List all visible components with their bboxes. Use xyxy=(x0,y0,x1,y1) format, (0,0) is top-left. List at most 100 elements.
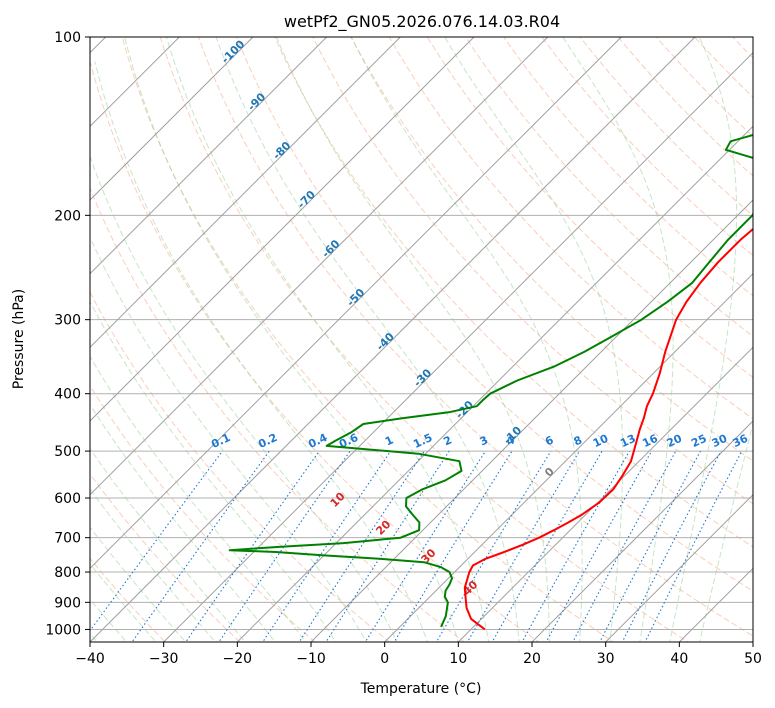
moist-adiabat-line xyxy=(215,37,520,642)
y-tick-label: 200 xyxy=(54,208,81,224)
isotherm-line xyxy=(90,37,328,275)
mixing-ratio-line xyxy=(325,450,450,642)
mixing-ratio-line xyxy=(644,450,743,642)
mixing-ratio-label: 2 xyxy=(442,433,454,448)
moist-adiabat-line xyxy=(90,403,276,642)
y-tick-label: 900 xyxy=(54,595,81,611)
dry-adiabat-line xyxy=(90,472,241,642)
dry-adiabat-line xyxy=(312,37,753,505)
mixing-ratio-line xyxy=(572,450,677,642)
x-tick-label: 0 xyxy=(380,651,389,667)
x-tick-label: −40 xyxy=(75,651,105,667)
isotherm-label: -60 xyxy=(319,237,342,260)
isotherm-label: -70 xyxy=(295,188,318,211)
moist-adiabat-line xyxy=(350,37,583,642)
plot-area: 0.1 0.2 0.4 0.6 1 1.5 2 3 4 6 8 10 13 16 20 25 30 36-100-… xyxy=(90,10,775,654)
chart-title: wetPf2_GN05.2026.076.14.03.R04 xyxy=(284,12,560,32)
y-axis: 1000 900 800 700 600 500 400 300 200 100 xyxy=(45,30,90,638)
mixing-ratio-line xyxy=(466,450,580,642)
dry-adiabat-line xyxy=(388,37,753,420)
moist-adiabat-line xyxy=(94,61,429,642)
mixing-ratio-line xyxy=(262,450,392,642)
y-tick-label: 500 xyxy=(54,444,81,460)
moist-adiabat-line xyxy=(669,37,738,642)
dry-adiabat-line xyxy=(197,37,753,637)
isotherm-line xyxy=(90,37,549,496)
mixing-ratio-line xyxy=(599,450,701,642)
dry-adiabat-line xyxy=(745,10,775,654)
x-axis-label: Temperature (°C) xyxy=(360,681,482,697)
dry-adiabat-line xyxy=(159,37,690,642)
x-tick-label: 20 xyxy=(523,651,541,667)
dry-adiabat-line xyxy=(732,37,753,59)
mixing-ratio-label: 0.4 xyxy=(306,431,329,451)
dry-adiabat-line xyxy=(541,37,753,257)
moist-adiabat-line xyxy=(90,154,398,642)
moist-adiabat-line xyxy=(90,562,157,642)
y-tick-label: 800 xyxy=(54,565,81,581)
moist-adiabat-line xyxy=(90,355,307,642)
y-tick-label: 600 xyxy=(54,491,81,507)
y-tick-label: 400 xyxy=(54,387,81,403)
y-tick-label: 100 xyxy=(54,30,81,46)
isotherm-line xyxy=(163,51,753,642)
isotherm-label: -40 xyxy=(374,330,397,353)
isotherm-line xyxy=(90,37,475,422)
mixing-ratio-label: 30 xyxy=(710,432,730,450)
moist-adiabat-line xyxy=(90,526,187,642)
dry-adiabat-line xyxy=(90,557,167,642)
dry-adiabat-line xyxy=(465,37,753,338)
x-tick-label: −30 xyxy=(149,651,179,667)
dry-adiabat-line xyxy=(90,59,540,642)
moist-adiabat-line xyxy=(165,37,490,642)
plot-frame xyxy=(89,36,754,643)
temperature-profile-line xyxy=(463,227,753,631)
mixing-ratio-line xyxy=(393,450,513,642)
dry-adiabat-line xyxy=(90,384,316,642)
dry-adiabat-line xyxy=(90,291,391,642)
isotherm-label: -90 xyxy=(245,90,268,113)
isotherm-label: -50 xyxy=(344,286,367,309)
dry-adiabat-label: 10 xyxy=(328,490,348,510)
dry-adiabat-line xyxy=(350,37,753,462)
moist-adiabat-line xyxy=(275,37,550,642)
isotherm-line xyxy=(678,567,753,642)
mixing-ratio-line xyxy=(491,450,603,642)
x-tick-label: 40 xyxy=(670,651,688,667)
moist-adiabat-line xyxy=(90,598,128,642)
mixing-ratio-label: 1 xyxy=(383,433,395,448)
moist-adiabat-line xyxy=(90,235,367,642)
mixing-ratio-line xyxy=(131,450,270,642)
mixing-ratio-label: 13 xyxy=(618,432,637,450)
dry-adiabat-line xyxy=(426,37,753,379)
mixing-ratio-line xyxy=(435,450,552,642)
moist-adiabat-line xyxy=(444,37,624,642)
y-axis-label: Pressure (hPa) xyxy=(11,289,27,389)
mixing-ratio-line xyxy=(545,450,653,642)
isotherm-label: -80 xyxy=(270,139,293,162)
dry-adiabat-line xyxy=(579,37,753,217)
x-tick-label: 50 xyxy=(744,651,762,667)
isotherm-label: -10 xyxy=(501,424,524,447)
dry-adiabat-line xyxy=(693,37,753,98)
mixing-ratio-line xyxy=(218,450,351,642)
dry-adiabat-line xyxy=(503,37,753,297)
dry-adiabat-line xyxy=(236,37,753,592)
mixing-ratio-label: 16 xyxy=(640,432,660,450)
dry-adiabat-line xyxy=(617,37,753,177)
mixing-ratio-label: 25 xyxy=(689,432,708,450)
isotherm-label: -100 xyxy=(219,37,248,66)
y-tick-label: 300 xyxy=(54,313,81,329)
moist-adiabat-line xyxy=(699,421,753,642)
dewpoint-profile-line xyxy=(228,133,753,628)
isotherm-line xyxy=(90,37,622,570)
isotherm-line xyxy=(90,37,401,349)
mixing-ratio-line xyxy=(298,450,425,642)
mixing-ratio-label: 10 xyxy=(591,432,611,450)
isotherm-line xyxy=(90,37,696,642)
mixing-ratio-line xyxy=(185,450,320,642)
moist-adiabat-line xyxy=(90,488,216,642)
isotherm-line xyxy=(457,346,753,642)
moist-adiabat-line xyxy=(562,37,674,642)
